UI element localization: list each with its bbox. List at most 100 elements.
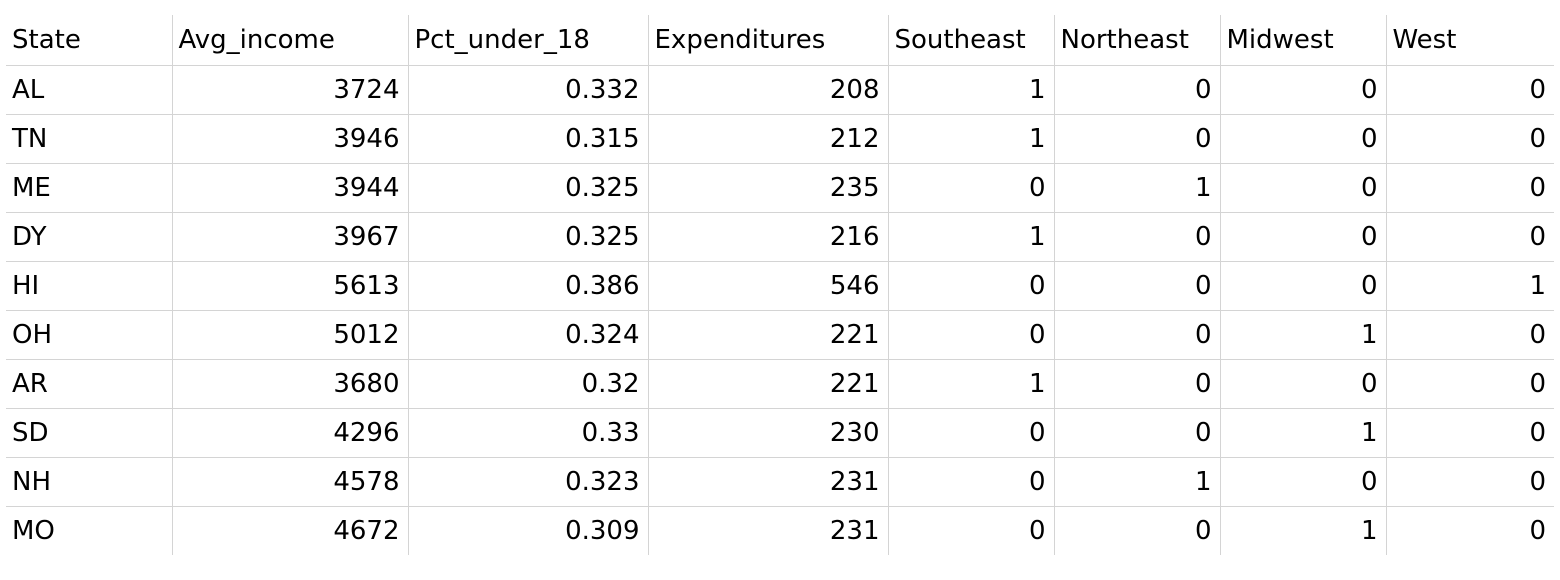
cell-pct-under-18[interactable]: 0.325 — [408, 163, 649, 213]
cell-avg-income[interactable]: 5613 — [172, 261, 409, 311]
cell-pct-under-18[interactable]: 0.315 — [408, 114, 649, 164]
cell-state[interactable]: HI — [6, 261, 173, 311]
cell-avg-income[interactable]: 3724 — [172, 65, 409, 115]
cell-avg-income[interactable]: 4578 — [172, 457, 409, 507]
cell-state[interactable]: MO — [6, 506, 173, 555]
cell-pct-under-18[interactable]: 0.324 — [408, 310, 649, 360]
table-row: HI 5613 0.386 546 0 0 0 1 — [6, 261, 1554, 311]
cell-southeast[interactable]: 1 — [888, 114, 1055, 164]
cell-pct-under-18[interactable]: 0.323 — [408, 457, 649, 507]
cell-northeast[interactable]: 0 — [1054, 65, 1221, 115]
cell-midwest[interactable]: 0 — [1220, 457, 1387, 507]
cell-northeast[interactable]: 0 — [1054, 359, 1221, 409]
cell-west[interactable]: 0 — [1386, 310, 1554, 360]
cell-expenditures[interactable]: 208 — [648, 65, 889, 115]
cell-state[interactable]: TN — [6, 114, 173, 164]
cell-southeast[interactable]: 0 — [888, 310, 1055, 360]
cell-pct-under-18[interactable]: 0.332 — [408, 65, 649, 115]
table-row: TN 3946 0.315 212 1 0 0 0 — [6, 114, 1554, 164]
cell-northeast[interactable]: 0 — [1054, 310, 1221, 360]
cell-state[interactable]: AR — [6, 359, 173, 409]
cell-expenditures[interactable]: 221 — [648, 359, 889, 409]
cell-southeast[interactable]: 0 — [888, 163, 1055, 213]
cell-midwest[interactable]: 1 — [1220, 506, 1387, 555]
cell-northeast[interactable]: 1 — [1054, 457, 1221, 507]
cell-avg-income[interactable]: 3946 — [172, 114, 409, 164]
header-cell-west[interactable]: West — [1386, 15, 1554, 66]
cell-west[interactable]: 0 — [1386, 65, 1554, 115]
cell-pct-under-18[interactable]: 0.33 — [408, 408, 649, 458]
cell-expenditures[interactable]: 230 — [648, 408, 889, 458]
cell-midwest[interactable]: 0 — [1220, 163, 1387, 213]
cell-southeast[interactable]: 1 — [888, 359, 1055, 409]
table-body: AL 3724 0.332 208 1 0 0 0 TN 3946 0.315 212 1 0 0 0 ME 39… — [6, 65, 1554, 555]
cell-avg-income[interactable]: 4672 — [172, 506, 409, 555]
cell-west[interactable]: 0 — [1386, 163, 1554, 213]
cell-expenditures[interactable]: 221 — [648, 310, 889, 360]
table-row: AL 3724 0.332 208 1 0 0 0 — [6, 65, 1554, 115]
cell-southeast[interactable]: 0 — [888, 457, 1055, 507]
cell-northeast[interactable]: 0 — [1054, 212, 1221, 262]
header-cell-state[interactable]: State — [6, 15, 173, 66]
cell-northeast[interactable]: 0 — [1054, 408, 1221, 458]
cell-northeast[interactable]: 0 — [1054, 506, 1221, 555]
cell-expenditures[interactable]: 216 — [648, 212, 889, 262]
cell-state[interactable]: ME — [6, 163, 173, 213]
cell-southeast[interactable]: 1 — [888, 65, 1055, 115]
cell-west[interactable]: 0 — [1386, 114, 1554, 164]
cell-west[interactable]: 1 — [1386, 261, 1554, 311]
cell-avg-income[interactable]: 3680 — [172, 359, 409, 409]
cell-southeast[interactable]: 0 — [888, 506, 1055, 555]
header-cell-expenditures[interactable]: Expenditures — [648, 15, 889, 66]
table-row: ME 3944 0.325 235 0 1 0 0 — [6, 163, 1554, 213]
cell-northeast[interactable]: 0 — [1054, 114, 1221, 164]
cell-southeast[interactable]: 0 — [888, 408, 1055, 458]
cell-midwest[interactable]: 0 — [1220, 261, 1387, 311]
cell-pct-under-18[interactable]: 0.325 — [408, 212, 649, 262]
cell-west[interactable]: 0 — [1386, 457, 1554, 507]
cell-state[interactable]: DY — [6, 212, 173, 262]
cell-expenditures[interactable]: 231 — [648, 457, 889, 507]
cell-midwest[interactable]: 1 — [1220, 408, 1387, 458]
table-row: OH 5012 0.324 221 0 0 1 0 — [6, 310, 1554, 360]
cell-expenditures[interactable]: 212 — [648, 114, 889, 164]
header-row: State Avg_income Pct_under_18 Expenditur… — [6, 15, 1554, 66]
cell-west[interactable]: 0 — [1529, 515, 1546, 546]
data-table: State Avg_income Pct_under_18 Expenditur… — [6, 15, 1554, 555]
header-cell-southeast[interactable]: Southeast — [888, 15, 1055, 66]
cell-pct-under-18[interactable]: 0.32 — [408, 359, 649, 409]
cell-pct-under-18[interactable]: 0.386 — [408, 261, 649, 311]
cell-southeast[interactable]: 1 — [888, 212, 1055, 262]
cell-midwest[interactable]: 0 — [1220, 359, 1387, 409]
header-cell-avg-income[interactable]: Avg_income — [172, 15, 409, 66]
cell-state[interactable]: OH — [6, 310, 173, 360]
cell-southeast[interactable]: 0 — [888, 261, 1055, 311]
table-row: MO 4672 0.309 231 0 0 1 0 — [6, 506, 1554, 555]
cell-expenditures[interactable]: 546 — [648, 261, 889, 311]
header-cell-pct-under-18[interactable]: Pct_under_18 — [408, 15, 649, 66]
cell-pct-under-18[interactable]: 0.309 — [408, 506, 649, 555]
cell-state[interactable]: SD — [6, 408, 173, 458]
cell-state[interactable]: AL — [6, 65, 173, 115]
header-cell-midwest[interactable]: Midwest — [1220, 15, 1387, 66]
table-row: DY 3967 0.325 216 1 0 0 0 — [6, 212, 1554, 262]
cell-avg-income[interactable]: 4296 — [172, 408, 409, 458]
table-row: AR 3680 0.32 221 1 0 0 0 — [6, 359, 1554, 409]
cell-northeast[interactable]: 1 — [1054, 163, 1221, 213]
cell-expenditures[interactable]: 235 — [648, 163, 889, 213]
cell-avg-income[interactable]: 3967 — [172, 212, 409, 262]
header-cell-northeast[interactable]: Northeast — [1054, 15, 1221, 66]
cell-state[interactable]: NH — [6, 457, 173, 507]
cell-west[interactable]: 0 — [1386, 359, 1554, 409]
cell-northeast[interactable]: 0 — [1054, 261, 1221, 311]
cell-avg-income[interactable]: 3944 — [172, 163, 409, 213]
cell-west[interactable]: 0 — [1386, 212, 1554, 262]
cell-expenditures[interactable]: 231 — [648, 506, 889, 555]
cell-avg-income[interactable]: 5012 — [172, 310, 409, 360]
cell-midwest[interactable]: 1 — [1220, 310, 1387, 360]
cell-midwest[interactable]: 0 — [1220, 114, 1387, 164]
cell-midwest[interactable]: 0 — [1220, 212, 1387, 262]
cell-midwest[interactable]: 0 — [1220, 65, 1387, 115]
cell-west[interactable]: 0 — [1386, 408, 1554, 458]
